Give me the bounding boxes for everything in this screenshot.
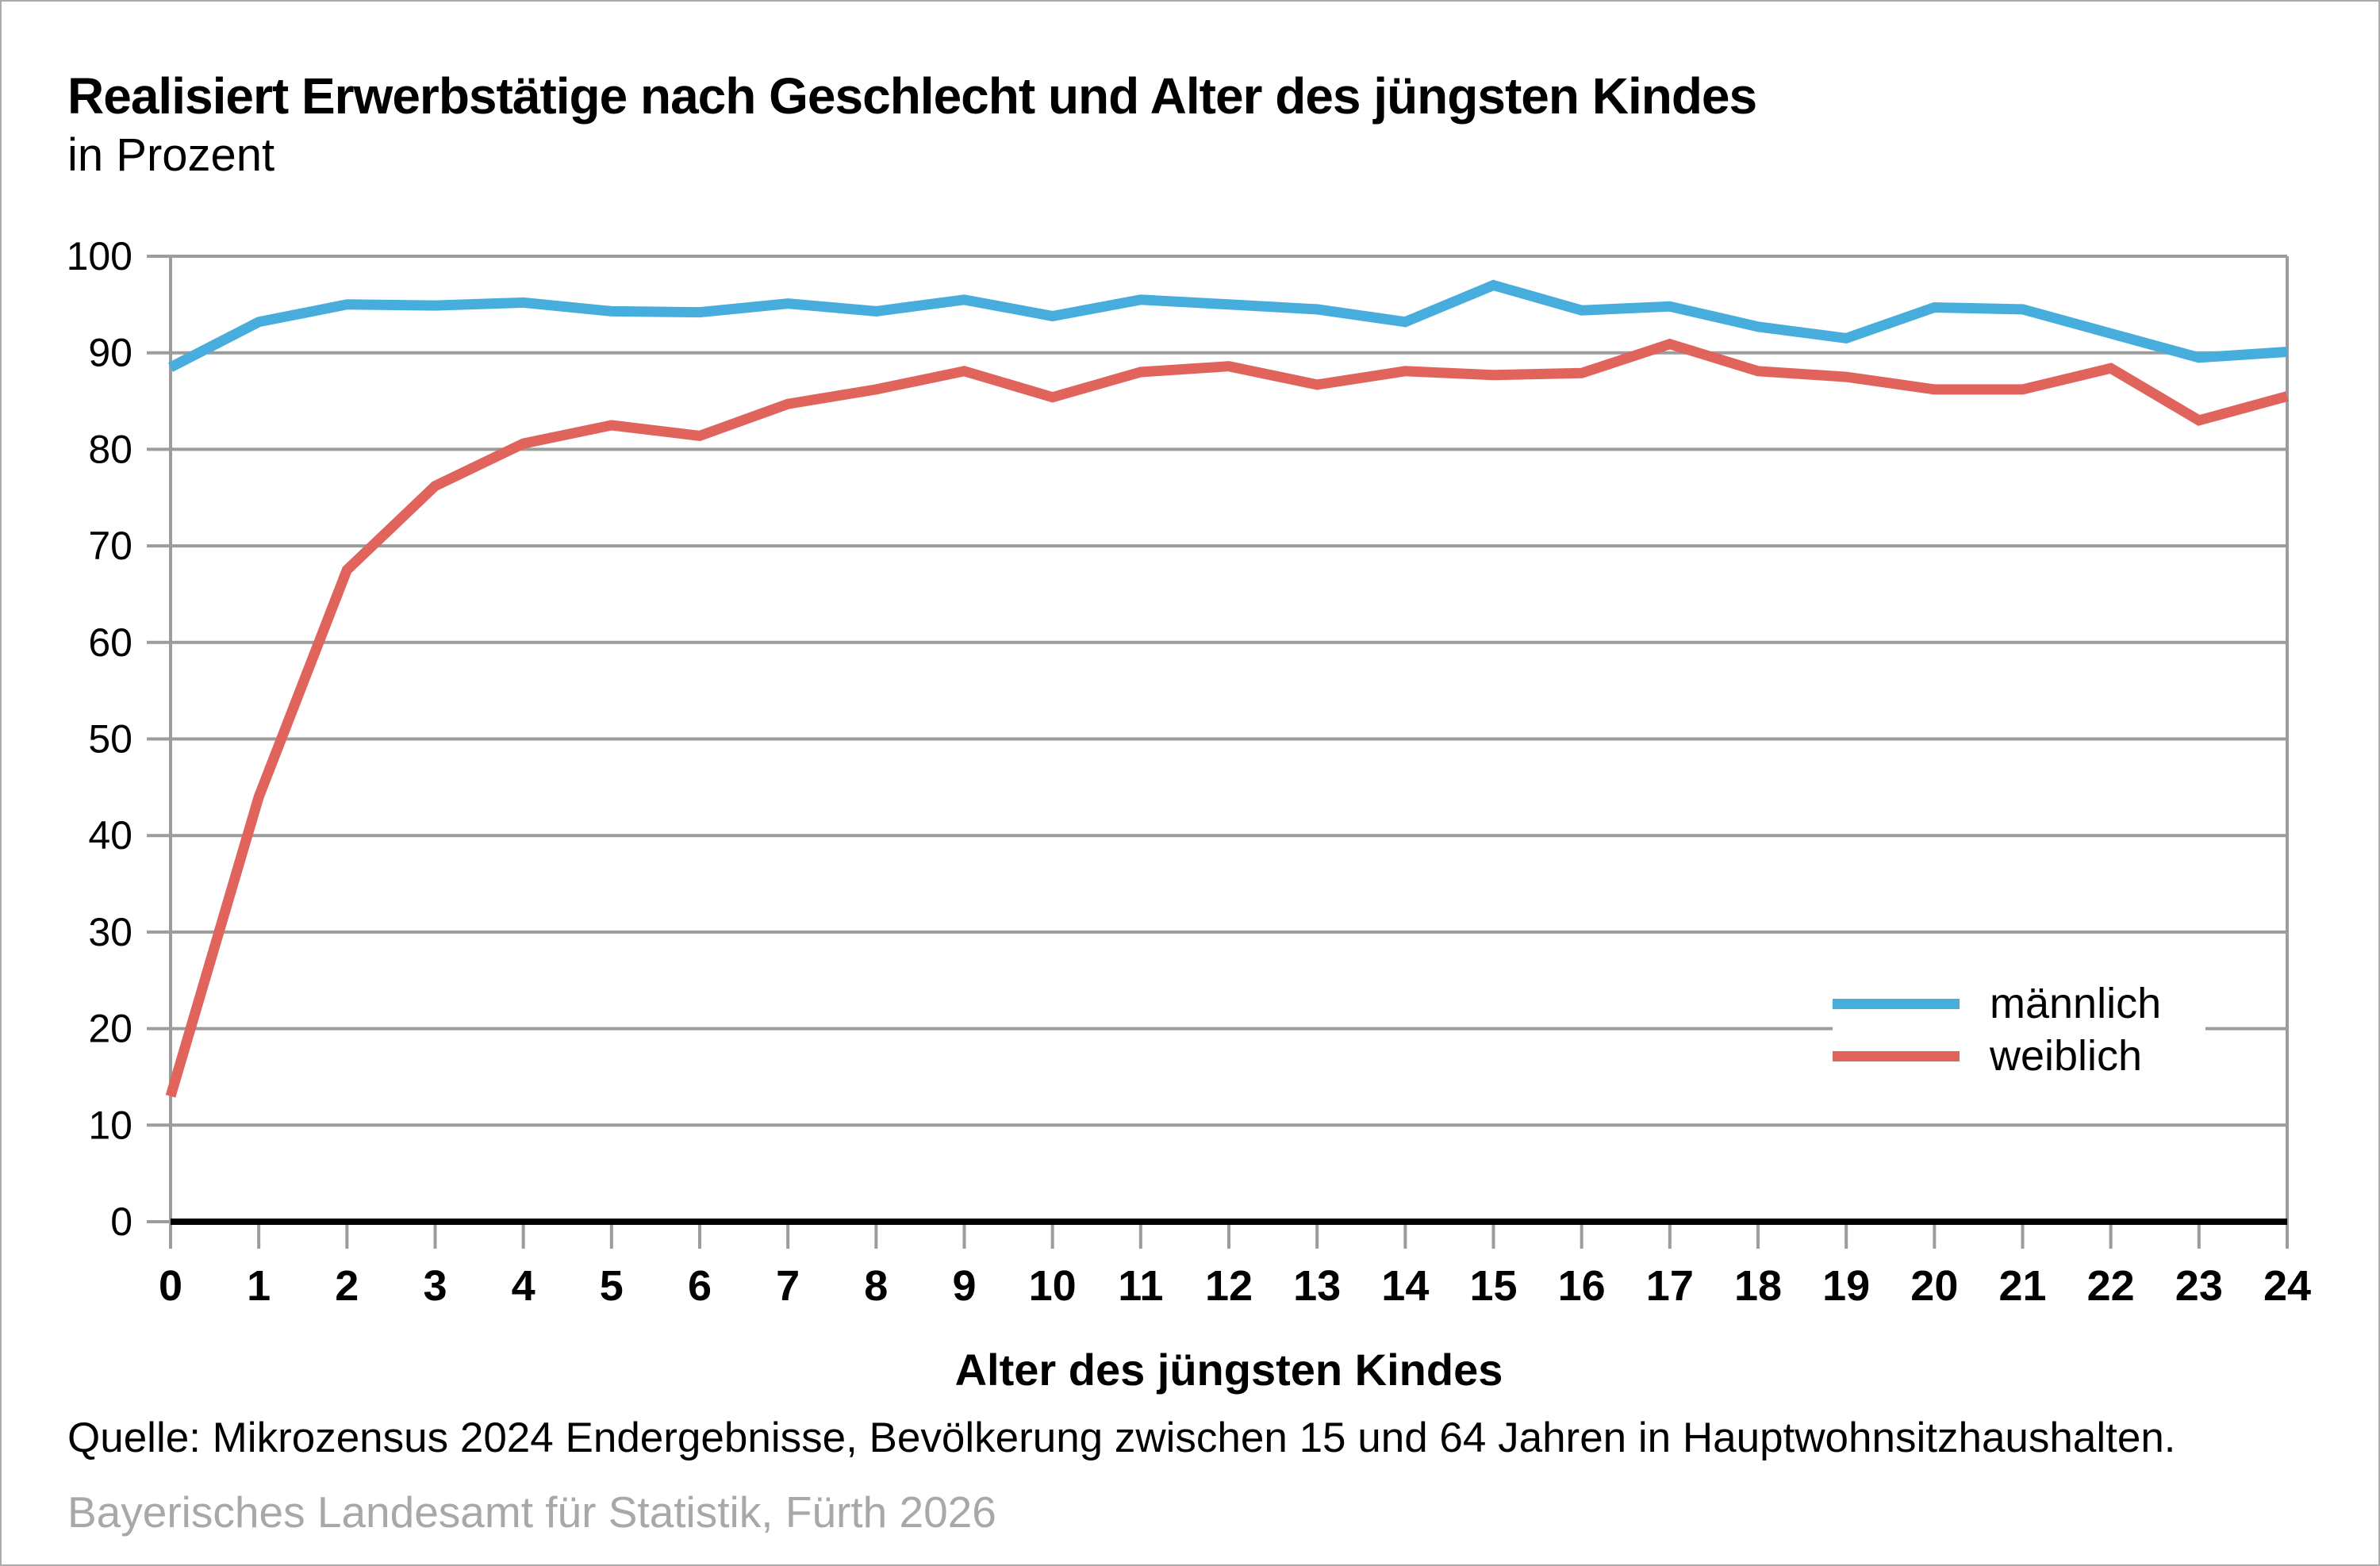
- x-tick-label-2: 2: [335, 1262, 359, 1310]
- y-tick-label-50: 50: [88, 717, 132, 762]
- x-tick-label-16: 16: [1558, 1262, 1606, 1310]
- y-tick-label-20: 20: [88, 1007, 132, 1051]
- y-tick-label-40: 40: [88, 813, 132, 858]
- x-tick-label-7: 7: [776, 1262, 800, 1310]
- x-tick-label-0: 0: [159, 1262, 182, 1310]
- footer-source: Quelle: Mikrozensus 2024 Endergebnisse, …: [67, 1414, 2176, 1461]
- legend-label-weiblich: weiblich: [1990, 1032, 2143, 1080]
- page-subtitle: in Prozent: [67, 129, 275, 181]
- y-tick-label-80: 80: [88, 427, 132, 471]
- x-tick-label-6: 6: [688, 1262, 712, 1310]
- y-tick-label-10: 10: [88, 1103, 132, 1147]
- footer-agency: Bayerisches Landesamt für Statistik, Für…: [67, 1487, 996, 1537]
- y-tick-label-60: 60: [88, 620, 132, 665]
- x-axis-title: Alter des jüngsten Kindes: [954, 1345, 1503, 1395]
- x-tick-label-23: 23: [2175, 1262, 2223, 1310]
- x-tick-label-4: 4: [512, 1262, 536, 1310]
- maennlich-line-swatch: [1833, 998, 1960, 1009]
- legend-item-maennlich: männlich: [1833, 977, 2205, 1030]
- x-tick-label-8: 8: [864, 1262, 888, 1310]
- page-title: Realisiert Erwerbstätige nach Geschlecht…: [67, 67, 1757, 125]
- y-tick-label-0: 0: [110, 1199, 132, 1244]
- x-tick-label-24: 24: [2263, 1262, 2311, 1310]
- y-tick-label-70: 70: [88, 524, 132, 568]
- x-tick-label-1: 1: [247, 1262, 271, 1310]
- x-tick-label-17: 17: [1646, 1262, 1694, 1310]
- x-tick-label-19: 19: [1822, 1262, 1870, 1310]
- series-line-maennlich: [168, 279, 2288, 372]
- x-tick-label-14: 14: [1381, 1262, 1429, 1310]
- x-tick-label-22: 22: [2087, 1262, 2135, 1310]
- x-tick-label-12: 12: [1205, 1262, 1253, 1310]
- legend-item-weiblich: weiblich: [1833, 1030, 2205, 1082]
- y-tick-label-30: 30: [88, 910, 132, 954]
- x-tick-label-9: 9: [952, 1262, 976, 1310]
- series-line-weiblich: [165, 338, 2289, 1098]
- x-tick-label-18: 18: [1734, 1262, 1782, 1310]
- x-tick-label-5: 5: [600, 1262, 624, 1310]
- x-tick-label-10: 10: [1029, 1262, 1077, 1310]
- weiblich-line-swatch: [1833, 1050, 1960, 1061]
- x-tick-label-13: 13: [1293, 1262, 1341, 1310]
- x-tick-label-15: 15: [1469, 1262, 1517, 1310]
- legend-label-maennlich: männlich: [1990, 980, 2162, 1027]
- x-tick-label-20: 20: [1910, 1262, 1958, 1310]
- x-tick-label-3: 3: [423, 1262, 447, 1310]
- x-tick-label-11: 11: [1118, 1262, 1163, 1310]
- y-tick-label-90: 90: [88, 331, 132, 375]
- x-tick-label-21: 21: [1998, 1262, 2046, 1310]
- y-tick-label-100: 100: [67, 234, 132, 278]
- legend: männlich weiblich: [1833, 971, 2205, 1088]
